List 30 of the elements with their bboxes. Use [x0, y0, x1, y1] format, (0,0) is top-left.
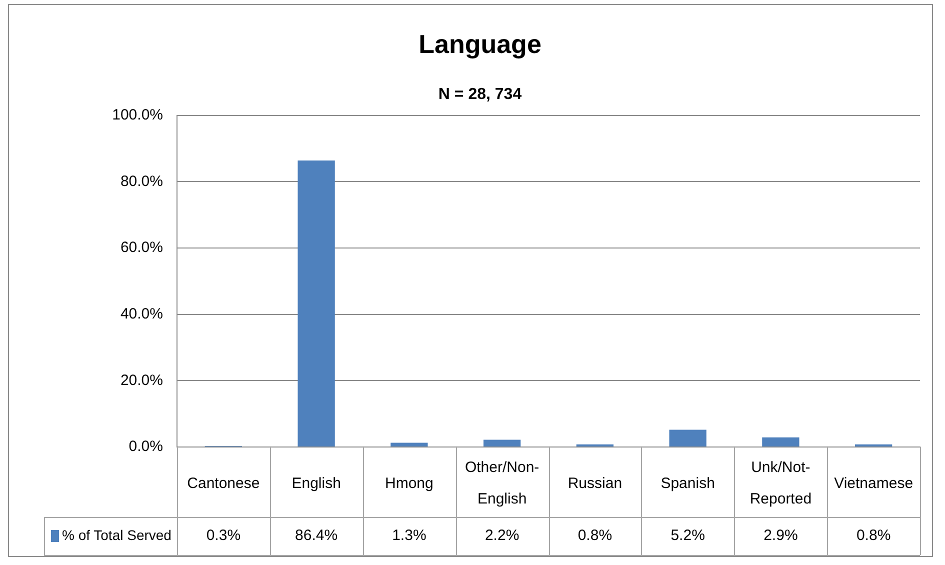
- x-tick-label: Cantonese: [187, 474, 260, 492]
- x-tick-label: Russian: [568, 474, 622, 492]
- data-label: 2.2%: [484, 527, 520, 544]
- data-label: 0.8%: [856, 527, 891, 544]
- y-tick-label: 40.0%: [120, 306, 163, 322]
- y-tick-label: 0.0%: [128, 438, 163, 456]
- x-tick-label: Vietnamese: [834, 474, 914, 492]
- data-label: 5.2%: [670, 527, 705, 544]
- data-label: 86.4%: [295, 527, 338, 544]
- x-tick-label: Spanish: [660, 474, 715, 492]
- x-tick-label: Other/Non-English: [464, 459, 540, 508]
- data-label: 2.9%: [764, 527, 798, 544]
- bar: [483, 440, 521, 446]
- legend-label: % of Total Served: [62, 526, 172, 543]
- x-tick-label: Hmong: [385, 474, 434, 492]
- y-tick-label: 60.0%: [120, 239, 163, 256]
- x-tick-label: Unk/Not-Reported: [750, 459, 812, 508]
- bar: [669, 430, 706, 446]
- chart-title: Language: [418, 28, 542, 59]
- y-tick-label: 20.0%: [120, 372, 163, 389]
- chart-subtitle: N = 28, 734: [438, 86, 522, 104]
- bar: [298, 160, 335, 446]
- data-label: 0.3%: [206, 527, 241, 544]
- bar: [390, 442, 428, 446]
- y-tick-label: 100.0%: [112, 106, 163, 124]
- y-tick-label: 80.0%: [120, 172, 163, 190]
- data-label: 1.3%: [392, 527, 426, 544]
- x-tick-label: English: [292, 474, 341, 492]
- data-label: 0.8%: [578, 527, 612, 544]
- bar: [762, 437, 800, 446]
